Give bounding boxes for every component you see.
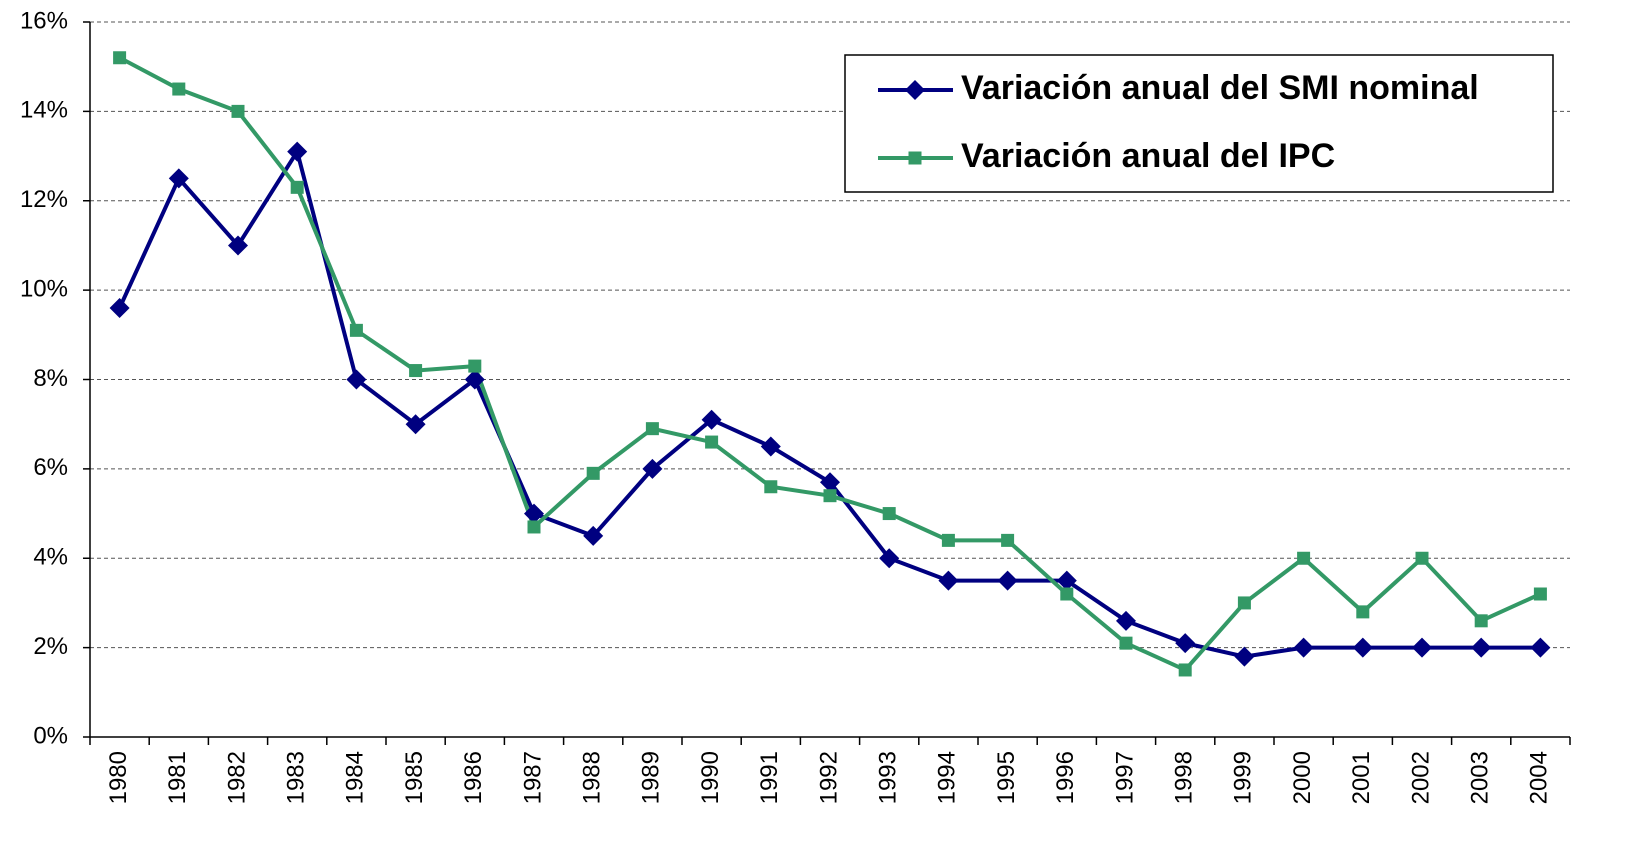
- marker: [464, 369, 485, 390]
- y-tick-label: 0%: [33, 722, 68, 749]
- x-tick-label: 1995: [993, 751, 1020, 804]
- marker: [701, 409, 722, 430]
- marker: [1530, 637, 1551, 658]
- marker: [1297, 551, 1311, 565]
- y-tick-label: 10%: [20, 275, 68, 302]
- marker: [524, 503, 544, 524]
- marker: [1178, 663, 1192, 677]
- y-tick-label: 12%: [20, 186, 68, 213]
- marker: [1237, 596, 1251, 610]
- legend-marker: [908, 151, 922, 165]
- marker: [1060, 587, 1074, 601]
- marker: [405, 414, 426, 435]
- x-tick-label: 2001: [1348, 751, 1375, 804]
- x-tick-label: 1985: [401, 751, 428, 804]
- marker: [1471, 637, 1492, 658]
- x-tick-label: 1990: [697, 751, 724, 804]
- y-tick-label: 6%: [33, 454, 68, 481]
- x-tick-label: 1981: [164, 751, 191, 804]
- marker: [228, 235, 248, 256]
- x-tick-label: 1993: [875, 751, 902, 804]
- x-tick-label: 1991: [756, 751, 783, 804]
- x-tick-label: 2002: [1407, 751, 1434, 804]
- marker: [642, 458, 663, 479]
- marker: [823, 489, 837, 503]
- marker: [586, 466, 600, 480]
- y-tick-label: 14%: [20, 97, 68, 124]
- marker: [764, 480, 778, 494]
- x-tick-label: 1999: [1230, 751, 1257, 804]
- legend-box: [844, 54, 1554, 193]
- marker: [1356, 605, 1370, 619]
- marker: [109, 298, 130, 318]
- marker: [409, 364, 423, 378]
- marker: [231, 104, 245, 118]
- marker: [1116, 610, 1136, 631]
- legend-label: Variación anual del IPC: [961, 137, 1335, 175]
- marker: [1056, 570, 1077, 591]
- marker: [1415, 551, 1429, 565]
- x-tick-label: 2000: [1289, 751, 1316, 804]
- marker: [1352, 637, 1373, 658]
- y-tick-label: 16%: [20, 7, 68, 34]
- x-tick-label: 1988: [579, 751, 606, 804]
- x-tick-label: 1986: [460, 751, 487, 804]
- x-tick-label: 1992: [815, 751, 842, 804]
- x-tick-label: 1983: [283, 751, 310, 804]
- x-tick-label: 1982: [223, 751, 250, 804]
- marker: [1533, 587, 1547, 601]
- marker: [1001, 533, 1015, 547]
- marker: [287, 141, 308, 162]
- x-tick-label: 2003: [1467, 751, 1494, 804]
- y-tick-label: 2%: [33, 633, 68, 660]
- marker: [1234, 646, 1255, 667]
- marker: [1412, 637, 1432, 658]
- marker: [527, 520, 541, 534]
- marker: [113, 51, 127, 65]
- y-tick-label: 4%: [33, 544, 68, 571]
- marker: [882, 507, 896, 521]
- x-tick-label: 1998: [1171, 751, 1198, 804]
- y-tick-label: 8%: [33, 365, 68, 392]
- marker: [290, 180, 304, 194]
- marker: [760, 436, 781, 457]
- x-tick-label: 1996: [1052, 751, 1079, 804]
- marker: [583, 525, 604, 546]
- x-tick-label: 1989: [638, 751, 665, 804]
- marker: [820, 472, 840, 493]
- marker: [941, 533, 955, 547]
- marker: [997, 570, 1018, 591]
- marker: [1119, 636, 1133, 650]
- marker: [468, 359, 482, 373]
- x-tick-label: 1984: [342, 751, 369, 804]
- marker: [1175, 633, 1196, 654]
- legend-label: Variación anual del SMI nominal: [961, 69, 1479, 107]
- marker: [346, 369, 367, 390]
- marker: [645, 422, 659, 436]
- x-tick-label: 2004: [1526, 751, 1553, 804]
- marker: [879, 548, 900, 569]
- x-tick-label: 1994: [934, 751, 961, 804]
- marker: [172, 82, 186, 96]
- legend-marker: [905, 80, 925, 100]
- marker: [1474, 614, 1488, 628]
- x-tick-label: 1997: [1111, 751, 1138, 804]
- marker: [349, 323, 363, 337]
- marker: [168, 168, 189, 189]
- marker: [938, 570, 959, 591]
- marker: [1293, 637, 1314, 658]
- marker: [705, 435, 719, 449]
- x-tick-label: 1987: [519, 751, 546, 804]
- x-tick-label: 1980: [105, 751, 132, 804]
